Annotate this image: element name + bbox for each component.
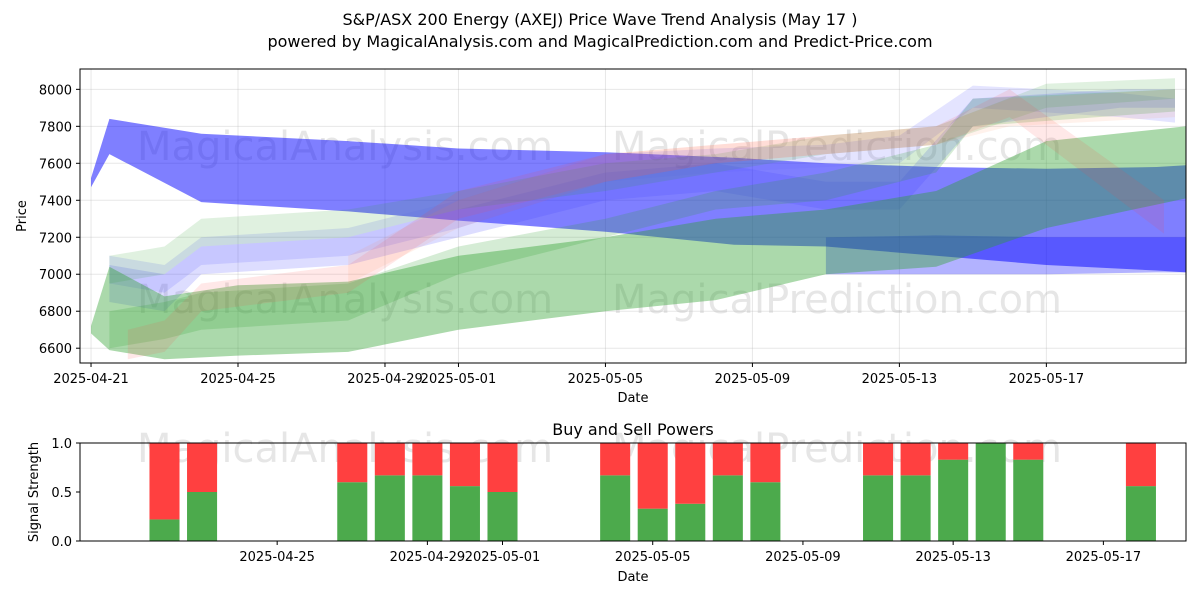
x-tick-label: 2025-04-29 bbox=[347, 372, 423, 387]
buy-bar bbox=[449, 486, 480, 541]
y-tick-label: 7600 bbox=[39, 157, 72, 172]
wave-band-green-pale-2 bbox=[109, 89, 1175, 349]
y-tick-label: 7400 bbox=[39, 194, 72, 209]
signal-y-axis-label: Signal Strength bbox=[27, 442, 42, 542]
buy-bar bbox=[487, 492, 518, 541]
y-tick-label: 7800 bbox=[39, 120, 72, 135]
y-tick-label: 7200 bbox=[39, 231, 72, 246]
x-tick-label: 2025-04-25 bbox=[239, 550, 315, 565]
x-tick-label: 2025-05-01 bbox=[421, 372, 497, 387]
wave-band-blue-mid-pale bbox=[109, 89, 1175, 312]
y-tick-label: 6800 bbox=[39, 305, 72, 320]
buy-bar bbox=[675, 503, 706, 541]
price-y-ticks: 6600 6800 7000 7200 7400 7600 7800 8000 bbox=[39, 83, 80, 357]
chart-title: S&P/ASX 200 Energy (AXEJ) Price Wave Tre… bbox=[342, 10, 858, 29]
signal-chart-title: Buy and Sell Powers bbox=[552, 420, 714, 439]
buy-bar bbox=[750, 482, 781, 541]
chart-subtitle: powered by MagicalAnalysis.com and Magic… bbox=[267, 32, 933, 51]
buy-bar bbox=[637, 508, 668, 541]
sell-bar bbox=[487, 443, 518, 492]
sell-bar bbox=[712, 443, 743, 476]
x-tick-label: 2025-05-09 bbox=[765, 550, 841, 565]
signal-x-ticks: 2025-04-25 2025-04-29 2025-05-01 2025-05-05… bbox=[239, 541, 1141, 565]
x-tick-label: 2025-04-29 bbox=[390, 550, 466, 565]
buy-bar bbox=[900, 475, 931, 541]
sell-bar bbox=[938, 443, 969, 460]
sell-bar bbox=[412, 443, 443, 476]
sell-bar bbox=[675, 443, 706, 504]
sell-bar bbox=[750, 443, 781, 483]
buy-bar bbox=[975, 443, 1006, 541]
buy-bar bbox=[863, 475, 894, 541]
buy-bar bbox=[337, 482, 368, 541]
signal-bars bbox=[149, 443, 1156, 541]
sell-bar bbox=[149, 443, 180, 520]
x-tick-label: 2025-05-09 bbox=[715, 372, 791, 387]
price-x-ticks: 2025-04-21 2025-04-25 2025-04-292025-05-01… bbox=[53, 363, 1084, 387]
x-tick-label: 2025-05-13 bbox=[862, 372, 938, 387]
wave-band-blue-lower-band bbox=[825, 235, 1186, 275]
wave-band-orange-pale bbox=[348, 89, 1175, 284]
buy-bar bbox=[1125, 486, 1156, 541]
x-tick-label: 2025-05-05 bbox=[568, 372, 644, 387]
buy-bar bbox=[600, 475, 631, 541]
sell-bar bbox=[187, 443, 218, 492]
price-plot-frame bbox=[79, 68, 1187, 364]
y-tick-label: 0.5 bbox=[51, 486, 72, 501]
buy-bar bbox=[374, 475, 405, 541]
sell-bar bbox=[900, 443, 931, 476]
x-tick-label: 2025-05-17 bbox=[1066, 550, 1142, 565]
price-wave-bands bbox=[91, 78, 1186, 360]
y-tick-label: 7000 bbox=[39, 268, 72, 283]
x-tick-label: 2025-04-25 bbox=[200, 372, 276, 387]
sell-bar bbox=[449, 443, 480, 487]
buy-bar bbox=[412, 475, 443, 541]
sell-bar bbox=[637, 443, 668, 509]
sell-bar bbox=[1013, 443, 1044, 460]
x-tick-label: 2025-05-17 bbox=[1009, 372, 1085, 387]
buy-bar bbox=[712, 475, 743, 541]
y-tick-label: 6600 bbox=[39, 342, 72, 357]
sell-bar bbox=[600, 443, 631, 476]
buy-bar bbox=[938, 459, 969, 541]
wave-band-blue-main bbox=[91, 118, 1186, 273]
y-tick-label: 0.0 bbox=[51, 535, 72, 550]
watermark-text: MagicalPrediction.com bbox=[612, 277, 1062, 323]
sell-bar bbox=[1125, 443, 1156, 487]
price-y-axis-label: Price bbox=[15, 200, 30, 232]
sell-bar bbox=[337, 443, 368, 483]
x-tick-label: 2025-05-01 bbox=[465, 550, 541, 565]
buy-bar bbox=[149, 519, 180, 541]
price-x-axis-label: Date bbox=[617, 391, 648, 406]
wave-band-blue-upper-pale bbox=[109, 85, 1175, 293]
x-tick-label: 2025-05-13 bbox=[915, 550, 991, 565]
sell-bar bbox=[374, 443, 405, 476]
y-tick-label: 8000 bbox=[39, 83, 72, 98]
signal-x-axis-label: Date bbox=[617, 570, 648, 585]
x-tick-label: 2025-05-05 bbox=[615, 550, 691, 565]
buy-bar bbox=[187, 492, 218, 541]
wave-band-green-pale-1 bbox=[109, 78, 1175, 284]
sell-bar bbox=[863, 443, 894, 476]
watermark-text: MagicalAnalysis.com bbox=[137, 277, 553, 323]
y-tick-label: 1.0 bbox=[51, 437, 72, 452]
x-tick-label: 2025-04-21 bbox=[53, 372, 129, 387]
signal-y-ticks: 0.0 0.5 1.0 bbox=[51, 437, 80, 550]
wave-band-green-main bbox=[91, 126, 1186, 360]
buy-bar bbox=[1013, 459, 1044, 541]
